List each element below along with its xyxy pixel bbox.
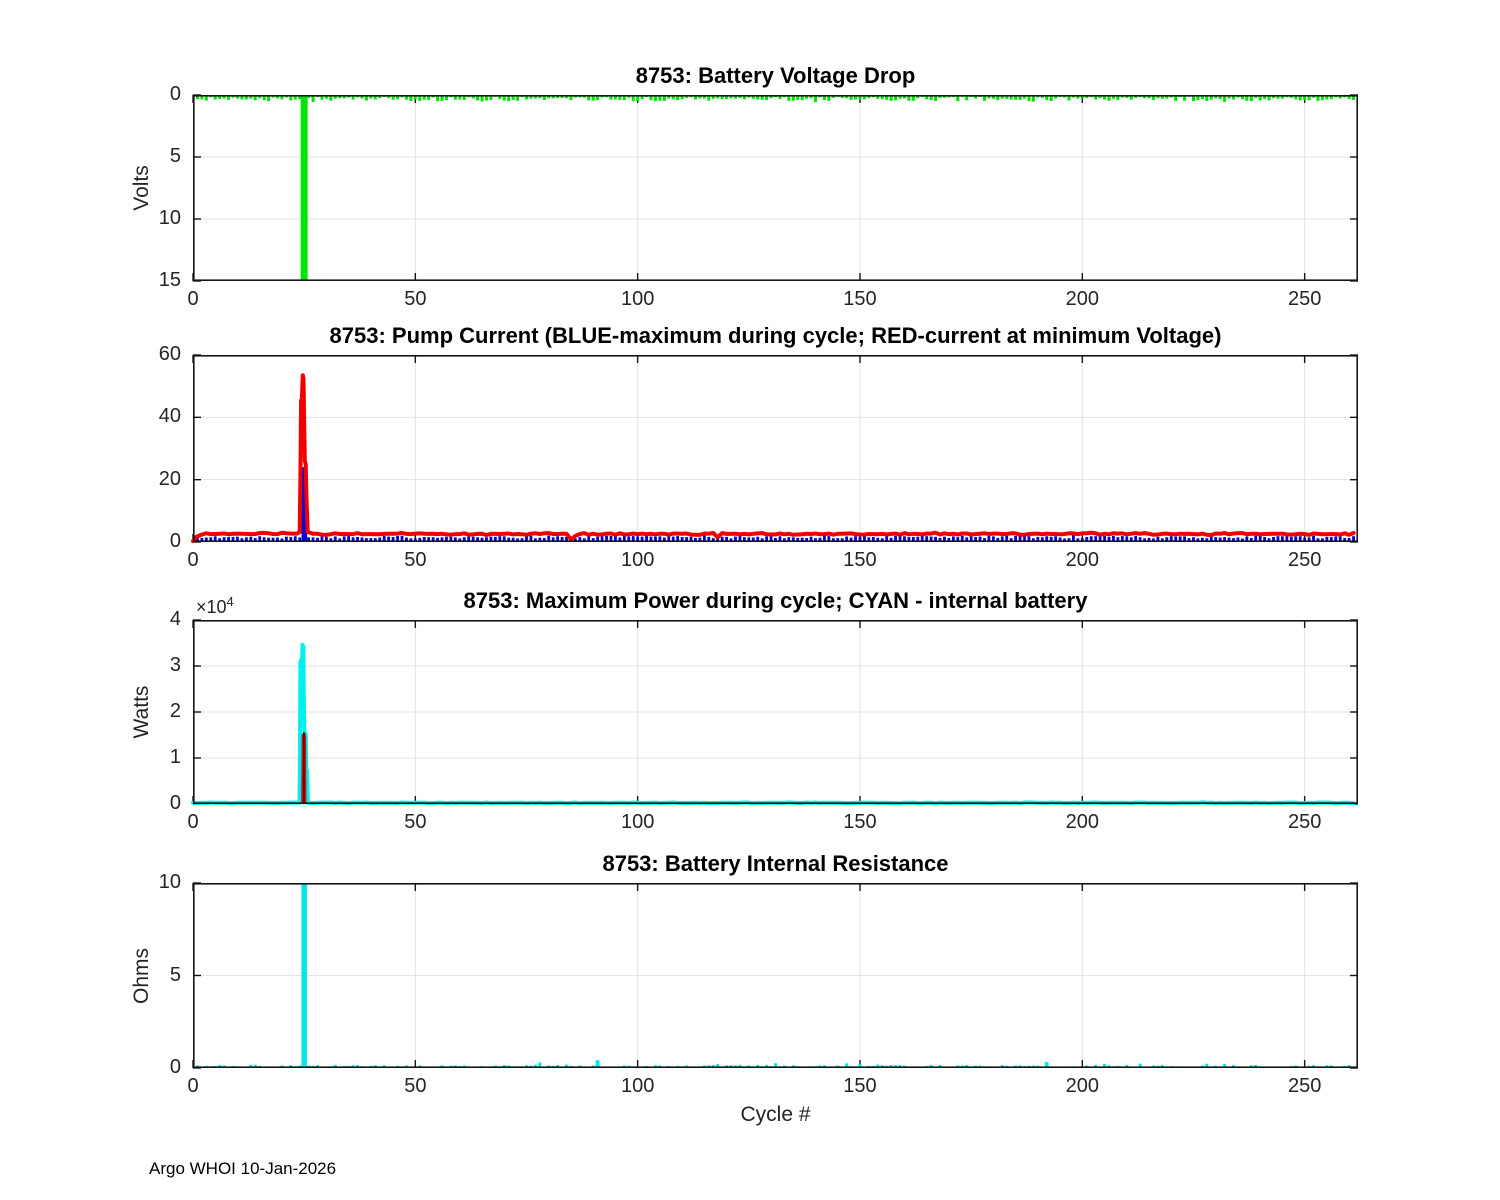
x-tick-label: 150	[843, 288, 877, 310]
x-tick-label: 50	[404, 288, 427, 310]
y-tick-label: 5	[169, 145, 181, 167]
x-tick-label: 0	[187, 811, 199, 833]
x-tick-label: 200	[1065, 288, 1099, 310]
x-tick-label: 250	[1287, 1075, 1322, 1097]
plot-area	[192, 94, 1359, 282]
x-tick-label: 250	[1287, 549, 1322, 571]
y-tick-label: 0	[169, 1056, 181, 1078]
x-tick-label: 250	[1287, 811, 1322, 833]
subplot-title: 8753: Pump Current (BLUE-maximum during …	[329, 323, 1222, 348]
y-tick-label: 3	[169, 654, 181, 676]
subplot-title: 8753: Battery Internal Resistance	[602, 851, 949, 876]
x-tick-label: 150	[843, 1075, 877, 1097]
x-tick-label: 0	[187, 1075, 199, 1097]
x-tick-label: 100	[620, 1075, 655, 1097]
x-tick-label: 50	[404, 549, 427, 571]
subplot-battery-voltage-drop: 8753: Battery Voltage Drop Volts 0 50 100 1…	[130, 63, 1359, 310]
y-tick-label: 0	[169, 792, 181, 814]
subplot-title: 8753: Battery Voltage Drop	[635, 63, 916, 88]
x-tick-label: 100	[620, 288, 655, 310]
x-tick-label: 150	[843, 811, 877, 833]
y-tick-label: 60	[158, 343, 181, 365]
y-tick-label: 15	[158, 269, 181, 291]
y-tick-label: 0	[169, 83, 181, 105]
y-exponent-label: ×104	[196, 594, 234, 617]
y-tick-label: 0	[169, 530, 181, 552]
x-tick-label: 200	[1065, 811, 1099, 833]
x-tick-label: 50	[404, 1075, 427, 1097]
x-axis-label: Cycle #	[740, 1103, 811, 1126]
subplot-maximum-power: 8753: Maximum Power during cycle; CYAN -…	[130, 588, 1359, 833]
x-tick-label: 250	[1287, 288, 1322, 310]
plot-area	[191, 354, 1359, 544]
x-tick-label: 100	[620, 811, 655, 833]
y-tick-label: 10	[158, 207, 181, 229]
x-tick-label: 100	[620, 549, 655, 571]
y-tick-label: 5	[169, 963, 181, 986]
y-tick-label: 4	[169, 608, 181, 630]
x-tick-label: 150	[843, 549, 877, 571]
y-tick-label: 40	[158, 405, 181, 428]
y-tick-label: 2	[169, 700, 181, 722]
x-tick-label: 50	[404, 811, 427, 833]
subplot-pump-current: 8753: Pump Current (BLUE-maximum during …	[159, 323, 1359, 571]
y-tick-label: 1	[169, 746, 181, 768]
x-tick-label: 0	[187, 288, 199, 310]
figure-footer: Argo WHOI 10-Jan-2026	[149, 1159, 337, 1178]
subplot-battery-internal-resistance: 8753: Battery Internal Resistance Ohms 0…	[130, 851, 1359, 1097]
subplot-title: 8753: Maximum Power during cycle; CYAN -…	[463, 588, 1088, 613]
x-tick-label: 200	[1065, 549, 1099, 571]
plot-area	[191, 619, 1359, 806]
plot-area	[192, 882, 1359, 1069]
x-tick-label: 0	[187, 549, 199, 571]
y-tick-label: 20	[158, 467, 181, 490]
x-tick-label: 200	[1065, 1075, 1099, 1097]
y-tick-label: 10	[158, 871, 181, 893]
